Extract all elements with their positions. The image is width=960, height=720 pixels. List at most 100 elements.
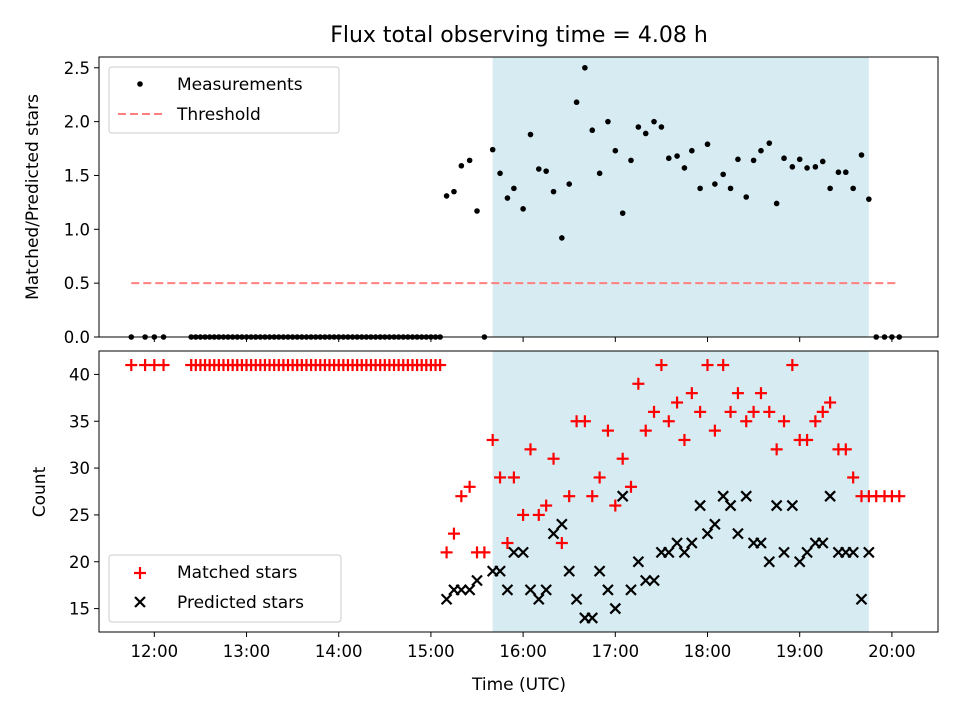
matched-stars-point [639, 424, 652, 437]
matched-stars-point [678, 433, 691, 446]
predicted-stars-point [524, 584, 537, 596]
count-panel-marks [125, 359, 906, 624]
matched-stars-point [532, 508, 545, 521]
predicted-stars-point [778, 546, 790, 559]
predicted-stars-point [639, 574, 652, 587]
measurement-point [612, 147, 619, 154]
flux-y-tick-label: 1.0 [64, 220, 90, 239]
matched-stars-point [824, 396, 837, 409]
count-panel-frame [98, 350, 939, 633]
matched-stars-point [616, 452, 629, 465]
x-tick-label: 19:00 [776, 642, 824, 661]
predicted-stars-point [847, 546, 859, 559]
matched-stars-point [731, 387, 744, 400]
matched-stars-point [816, 405, 829, 418]
measurement-point [850, 185, 856, 192]
flux-panel-frame [98, 56, 939, 338]
matched-stars-point [494, 471, 507, 484]
count-legend-box [108, 554, 342, 623]
matched-stars-point [478, 546, 491, 559]
predicted-stars-point [471, 574, 483, 587]
measurement-point [497, 170, 503, 177]
matched-stars-point [724, 405, 737, 418]
measurement-point [735, 156, 741, 163]
predicted-stars-point [570, 593, 583, 605]
predicted-stars-point [793, 555, 806, 568]
x-tick-label: 16:00 [499, 642, 547, 661]
matched-stars-point [801, 433, 814, 446]
measurement-point [727, 185, 734, 192]
matched-stars-point [763, 405, 776, 418]
predicted-stars-point [824, 490, 836, 502]
matched-stars-point [563, 490, 576, 503]
matched-stars-legend-marker [134, 567, 146, 579]
predicted-stars-point [508, 546, 520, 559]
matched-stars-point [648, 405, 661, 418]
measurement-point [697, 185, 703, 192]
predicted-stars-point [709, 518, 721, 531]
predicted-stars-point [616, 490, 629, 502]
flux-y-tick-label: 2.5 [64, 59, 90, 78]
measurement-point [789, 164, 796, 170]
predicted-stars-legend-label: Predicted stars [177, 593, 304, 613]
measurement-point [605, 118, 611, 125]
matched-stars-point [632, 377, 645, 390]
matched-stars-point [578, 415, 591, 428]
measurement-point [527, 131, 534, 138]
measurements-legend-label: Measurements [177, 75, 303, 95]
matched-stars-point [524, 443, 537, 456]
measurement-point [773, 200, 780, 207]
count-panel-legend: Matched stars Predicted stars [108, 554, 342, 623]
matched-stars-point [507, 471, 520, 484]
predicted-stars-point [556, 518, 568, 531]
measurement-point [582, 64, 588, 71]
matched-stars-point [609, 499, 622, 512]
x-tick-label: 13:00 [223, 642, 271, 661]
matched-stars-point [893, 490, 906, 503]
predicted-stars-point [455, 584, 468, 596]
count-y-tick-label: 15 [69, 600, 90, 619]
predicted-stars-point [671, 537, 683, 549]
predicted-stars-point [563, 565, 575, 577]
predicted-stars-point [648, 574, 660, 587]
flux-panel-legend: Measurements Threshold [108, 66, 340, 134]
count-y-tick-label: 25 [69, 506, 90, 525]
matched-stars-point [501, 537, 514, 550]
predicted-stars-point [694, 499, 706, 512]
predicted-stars-point [586, 612, 599, 624]
measurement-point [589, 127, 596, 134]
matched-stars-point [434, 359, 447, 372]
measurement-point [812, 164, 819, 170]
flux-y-tick-label: 2.0 [64, 113, 90, 132]
predicted-stars-point [632, 555, 645, 568]
count-y-tick-label: 30 [69, 459, 90, 478]
predicted-stars-point [755, 537, 767, 549]
predicted-stars-point [816, 537, 829, 549]
measurement-point [651, 118, 657, 125]
count-panel-y-axis-label: Count [30, 466, 50, 517]
measurement-point [704, 141, 711, 148]
predicted-stars-legend-marker [134, 596, 146, 608]
matched-stars-point [786, 359, 799, 372]
predicted-stars-point [770, 499, 783, 512]
measurement-point [451, 188, 457, 195]
measurement-point [866, 196, 872, 202]
x-tick-label: 15:00 [407, 642, 455, 661]
predicted-stars-point [717, 490, 729, 502]
measurement-point [596, 170, 603, 177]
matched-stars-point [655, 359, 668, 372]
measurement-point [573, 99, 580, 106]
count-panel-shaded-interval [492, 351, 869, 632]
predicted-stars-point [463, 584, 476, 596]
measurement-point [628, 157, 634, 164]
count-panel-y-ticks: 15 20 25 30 35 40 [69, 365, 99, 619]
flux-panel-y-axis-label: Matched/Predicted stars [23, 94, 43, 300]
matched-stars-point [708, 424, 721, 437]
matched-stars-point [671, 396, 684, 409]
matched-stars-point [586, 490, 599, 503]
count-y-tick-label: 20 [69, 553, 90, 572]
predicted-stars-point [863, 546, 875, 559]
measurement-point [835, 169, 842, 176]
count-y-tick-label: 40 [69, 365, 90, 384]
flux-y-tick-label: 1.5 [64, 166, 90, 185]
